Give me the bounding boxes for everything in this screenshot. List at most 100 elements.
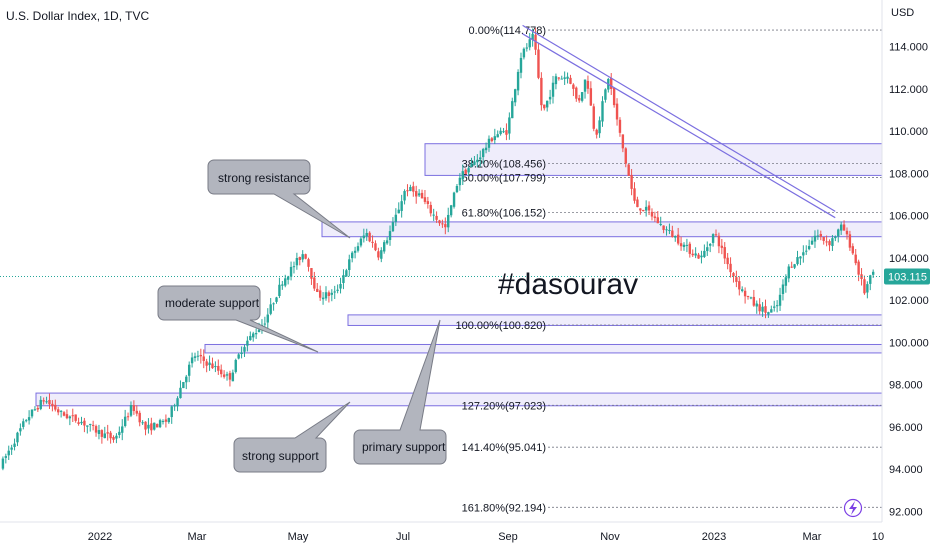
candle-body <box>534 34 537 50</box>
candle-body <box>787 266 790 279</box>
candle-body <box>691 253 694 256</box>
candle-body <box>796 257 799 265</box>
candle-body <box>385 240 389 244</box>
candle-body <box>566 76 569 79</box>
candle-body <box>682 244 686 248</box>
candle-body <box>444 224 447 228</box>
candle-body <box>650 211 654 217</box>
candle-body <box>449 205 453 216</box>
candle-body <box>377 251 380 258</box>
lightning-icon[interactable] <box>843 498 863 518</box>
candle-body <box>735 277 738 282</box>
candle-body <box>572 84 575 89</box>
candle-body <box>400 201 403 211</box>
callout-strong-support: strong support <box>233 401 351 473</box>
candle-body <box>272 303 275 305</box>
zones-layer <box>35 143 883 407</box>
candle-body <box>129 405 133 416</box>
candle-body <box>228 373 232 380</box>
candle-body <box>470 163 473 168</box>
currency-label: USD <box>891 7 915 19</box>
x-tick-label: 2023 <box>702 531 726 543</box>
candle-body <box>842 224 846 231</box>
candle-body <box>153 422 156 430</box>
candle-body <box>490 138 494 142</box>
candle-body <box>71 415 74 417</box>
callout-label: moderate support <box>165 296 260 310</box>
candle-body <box>714 234 718 236</box>
candle-body <box>548 96 552 100</box>
candle-body <box>729 263 732 273</box>
y-tick-label: 104.000 <box>889 253 929 265</box>
last-price-badge: 103.115 <box>884 268 930 285</box>
candle-body <box>522 48 526 58</box>
candle-body <box>196 355 200 357</box>
candle-body <box>176 398 179 407</box>
candle-body <box>190 357 194 364</box>
last-price-value: 103.115 <box>888 272 927 284</box>
candle-body <box>57 409 60 413</box>
candle-body <box>761 306 764 312</box>
candle-body <box>426 201 430 204</box>
candle-body <box>630 175 633 189</box>
candle-body <box>263 323 267 325</box>
candle-body <box>144 421 147 430</box>
fib-layer: 0.00%(114.778)38.20%(108.456)50.00%(107.… <box>455 25 882 514</box>
candle-body <box>586 80 590 89</box>
candle-body <box>164 419 168 422</box>
fib-label: 161.80%(92.194) <box>462 502 546 514</box>
candle-body <box>231 372 235 382</box>
candle-body <box>211 363 214 369</box>
candle-body <box>353 250 357 253</box>
candle-body <box>476 159 479 163</box>
candle-body <box>80 421 83 424</box>
candle-body <box>16 432 19 443</box>
candle-body <box>545 100 549 108</box>
candle-body <box>4 456 8 458</box>
candle-body <box>531 33 534 40</box>
candle-body <box>173 405 176 407</box>
candle-body <box>487 138 491 148</box>
candle-body <box>743 290 747 297</box>
candle-body <box>741 289 744 292</box>
candle-body <box>246 340 249 346</box>
candle-body <box>732 273 735 277</box>
candle-body <box>318 290 322 298</box>
candle-body <box>48 399 51 405</box>
candle-body <box>618 119 622 133</box>
candle-body <box>496 134 499 138</box>
candle-body <box>633 188 636 201</box>
candle-body <box>726 257 729 265</box>
candle-body <box>249 335 252 341</box>
candle-body <box>694 253 697 256</box>
candle-body <box>33 409 37 411</box>
y-tick-label: 102.000 <box>889 295 929 307</box>
candle-body <box>458 177 462 186</box>
candle-body <box>289 266 293 277</box>
candle-body <box>452 192 456 207</box>
candle-body <box>89 423 92 425</box>
x-tick-label: Sep <box>498 531 518 543</box>
candle-body <box>554 76 558 85</box>
candle-body <box>502 131 505 133</box>
fib-label: 61.80%(106.152) <box>462 207 546 219</box>
candle-body <box>225 374 229 376</box>
candles-layer <box>1 27 875 471</box>
candle-body <box>222 374 226 377</box>
candle-body <box>551 82 555 97</box>
candle-body <box>115 435 118 439</box>
fib-label: 100.00%(100.820) <box>455 320 546 332</box>
candle-body <box>237 354 240 359</box>
candle-body <box>388 231 392 241</box>
candle-body <box>313 277 316 289</box>
candle-body <box>484 147 488 151</box>
candle-body <box>254 333 258 335</box>
candle-body <box>621 134 625 149</box>
candle-body <box>365 232 368 237</box>
trendline-layer <box>522 24 836 219</box>
candle-body <box>540 77 543 106</box>
candle-body <box>839 224 843 231</box>
candle-body <box>834 236 837 239</box>
x-tick-label: 2022 <box>88 531 112 543</box>
